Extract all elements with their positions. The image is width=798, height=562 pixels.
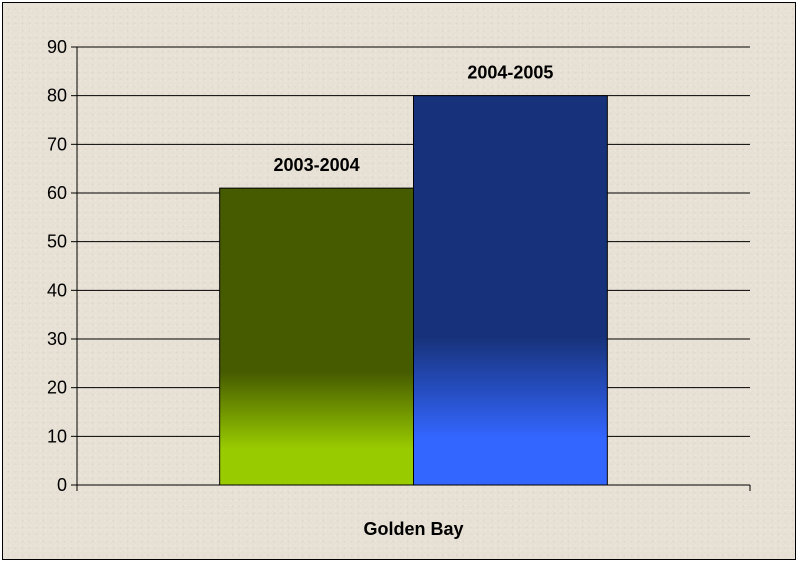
bar-chart: 0 10 20 30 40 50 60 70 80 90 2003-2004 2004-2005 Gol… [47,37,751,539]
axes [71,46,751,491]
y-tick-label-30: 30 [47,329,67,349]
y-tick-label-40: 40 [47,280,67,300]
y-tick-label-90: 90 [47,37,67,57]
y-tick-label-60: 60 [47,183,67,203]
labels: 0 10 20 30 40 50 60 70 80 90 2003-2004 2004-2005 Gol… [47,37,553,539]
bar-2004-2005 [413,95,608,486]
y-tick-label-80: 80 [47,86,67,106]
y-tick-label-10: 10 [47,426,67,446]
category-label: Golden Bay [363,519,463,539]
bars [219,95,608,486]
data-label-2004-2005: 2004-2005 [467,63,553,83]
y-tick-label-20: 20 [47,378,67,398]
y-tick-label-0: 0 [57,475,67,495]
bar-2003-2004 [219,187,414,486]
data-label-2003-2004: 2003-2004 [274,155,360,175]
y-tick-label-50: 50 [47,232,67,252]
y-tick-label-70: 70 [47,134,67,154]
